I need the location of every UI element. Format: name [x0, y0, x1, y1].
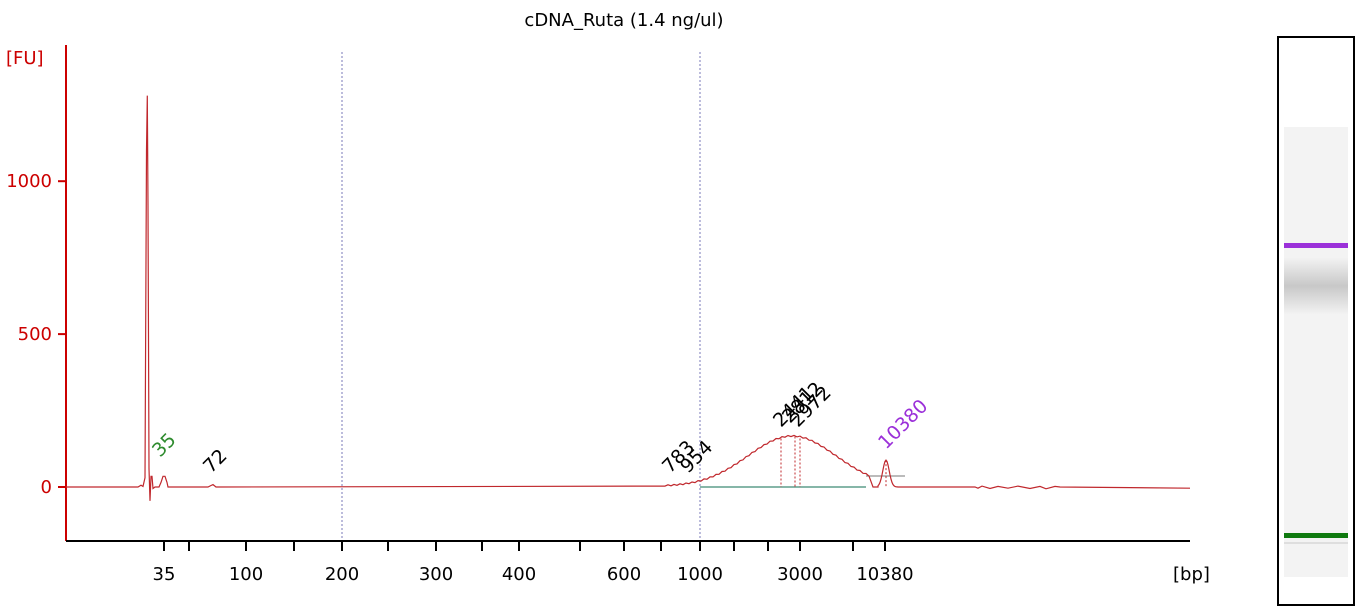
x-tick-label: 300 — [419, 564, 453, 585]
peak-label: 72 — [199, 445, 232, 478]
electropherogram-trace — [66, 95, 1191, 501]
y-tick-label: 0 — [41, 477, 52, 498]
y-tick-label: 1000 — [6, 171, 52, 192]
chart-title: cDNA_Ruta (1.4 ng/ul) — [524, 10, 723, 31]
x-tick-label: 200 — [325, 564, 359, 585]
x-tick-label: 35 — [153, 564, 176, 585]
gel-sample-smear — [1284, 258, 1348, 314]
x-tick-label: 100 — [229, 564, 263, 585]
peak-label: 35 — [148, 429, 181, 462]
x-axis-unit: [bp] — [1173, 564, 1210, 585]
y-tick-label: 500 — [18, 324, 52, 345]
gel-upper-marker-band — [1284, 243, 1348, 248]
x-tick-label: 600 — [607, 564, 641, 585]
x-tick-label: 3000 — [777, 564, 823, 585]
gel-lane-background — [1284, 127, 1348, 577]
y-axis-unit: [FU] — [6, 48, 44, 69]
x-tick-label: 1000 — [677, 564, 723, 585]
peak-label: 10380 — [874, 395, 932, 453]
gel-lower-marker-band — [1284, 533, 1348, 538]
x-tick-label: 10380 — [856, 564, 913, 585]
x-tick-label: 400 — [502, 564, 536, 585]
